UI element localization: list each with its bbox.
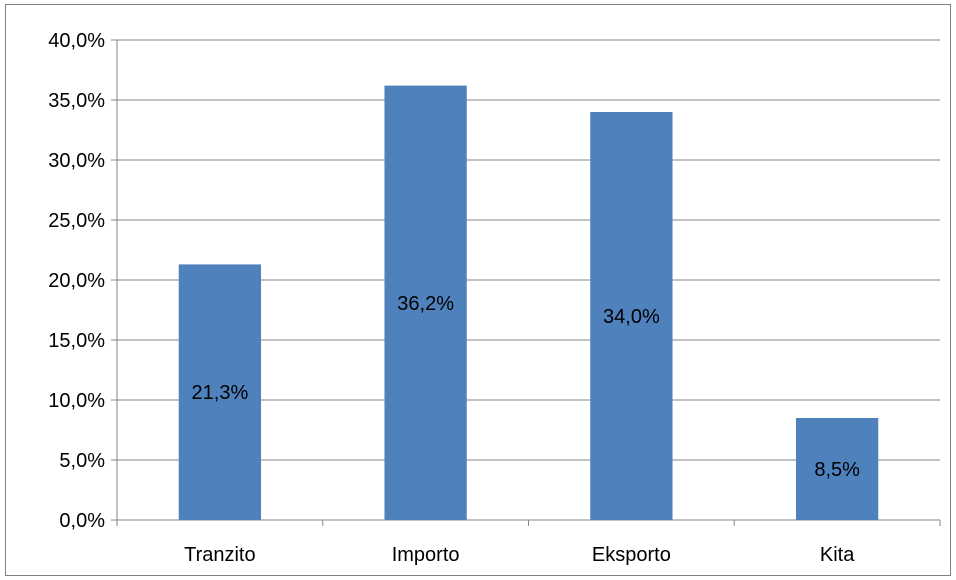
bar-importo <box>384 85 467 520</box>
bars <box>178 85 879 520</box>
bar-kita <box>795 418 879 520</box>
y-tick-label: 30,0% <box>48 150 105 172</box>
chart-frame <box>5 4 951 576</box>
data-label: 8,5% <box>814 459 860 481</box>
data-label: 36,2% <box>397 293 454 315</box>
x-tick-label: Importo <box>392 544 460 566</box>
y-tick-label: 10,0% <box>48 390 105 412</box>
bar-tranzito <box>178 264 262 520</box>
y-tick-label: 5,0% <box>59 450 105 472</box>
y-tick-label: 35,0% <box>48 90 105 112</box>
bar-eksporto <box>590 112 673 520</box>
y-tick-label: 0,0% <box>59 510 105 532</box>
y-tick-label: 25,0% <box>48 210 105 232</box>
data-label: 34,0% <box>603 306 660 328</box>
data-label: 21,3% <box>192 382 249 404</box>
y-tick-label: 20,0% <box>48 270 105 292</box>
y-tick-label: 40,0% <box>48 30 105 52</box>
y-tick-label: 15,0% <box>48 330 105 352</box>
x-tick-label: Tranzito <box>184 544 256 566</box>
x-tick-label: Kita <box>820 544 855 566</box>
data-labels: 21,3% 36,2% 34,0% 8,5% <box>192 293 861 481</box>
y-tick-labels: 0,0% 5,0% 10,0% 15,0% 20,0% 25,0% 30,0% 35,0% 40… <box>48 30 105 532</box>
x-tick-labels: Tranzito Importo Eksporto Kita <box>184 544 855 566</box>
x-tick-label: Eksporto <box>592 544 671 566</box>
